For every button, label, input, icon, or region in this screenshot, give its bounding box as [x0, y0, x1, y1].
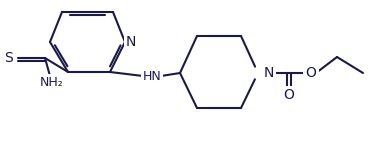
Text: O: O: [283, 88, 295, 102]
Text: NH₂: NH₂: [40, 75, 64, 88]
Text: N: N: [264, 66, 275, 80]
Text: HN: HN: [142, 69, 161, 82]
Text: O: O: [306, 66, 316, 80]
Text: S: S: [4, 51, 13, 65]
Text: N: N: [126, 35, 136, 49]
